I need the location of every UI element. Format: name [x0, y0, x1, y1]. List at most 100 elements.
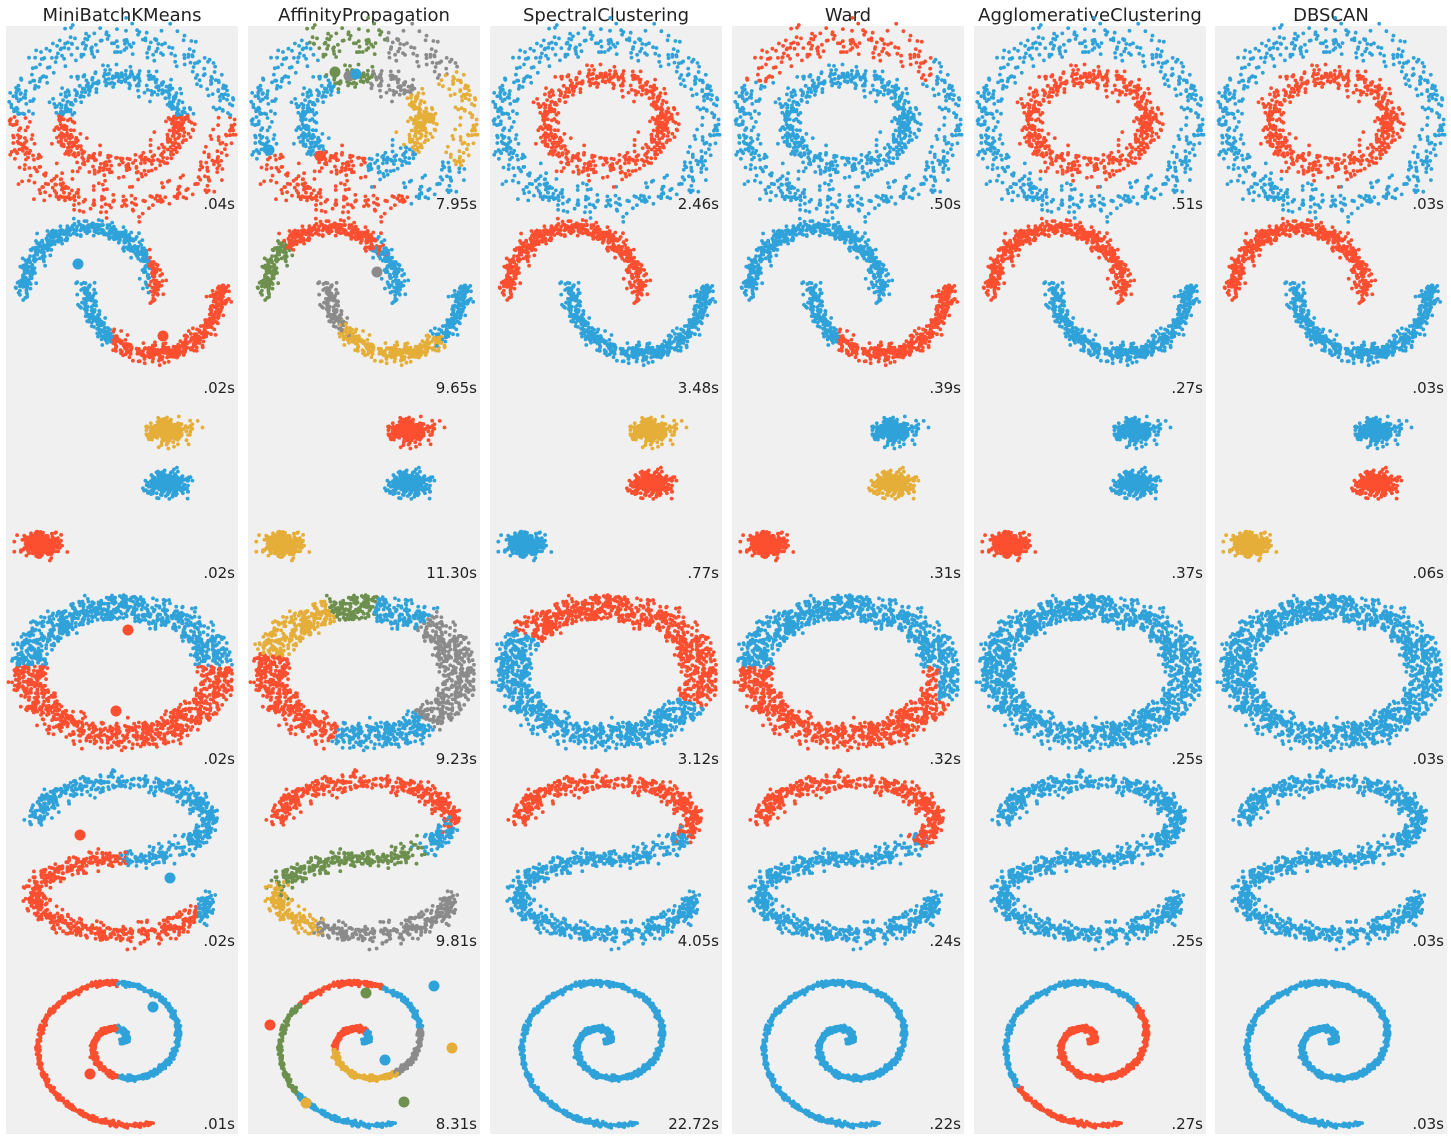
- point: [429, 106, 434, 110]
- point: [693, 78, 697, 83]
- point: [1049, 210, 1054, 214]
- point: [274, 180, 279, 185]
- point: [201, 73, 206, 78]
- point: [264, 167, 269, 172]
- point: [789, 41, 793, 46]
- point: [534, 56, 538, 60]
- point: [148, 143, 153, 148]
- point: [1007, 50, 1011, 54]
- point: [59, 92, 63, 97]
- point: [454, 159, 459, 164]
- point: [406, 89, 411, 94]
- point: [642, 197, 646, 202]
- point: [75, 46, 80, 50]
- point: [397, 46, 402, 51]
- point: [64, 127, 69, 132]
- point: [743, 147, 748, 152]
- point: [1044, 144, 1049, 149]
- point: [458, 123, 462, 127]
- point: [119, 80, 124, 85]
- point: [1042, 58, 1046, 63]
- point: [1145, 134, 1150, 139]
- point: [512, 120, 516, 124]
- point: [185, 187, 190, 191]
- point: [15, 119, 19, 124]
- point: [863, 215, 867, 219]
- point: [468, 111, 472, 115]
- point: [635, 52, 639, 57]
- point: [701, 94, 706, 99]
- point: [591, 159, 596, 164]
- point: [958, 117, 963, 122]
- point: [928, 150, 933, 155]
- point: [547, 64, 552, 69]
- point: [509, 150, 513, 155]
- point: [208, 134, 213, 138]
- point: [137, 94, 141, 99]
- panel-grid: [6, 26, 1447, 1134]
- point: [653, 77, 657, 82]
- point: [432, 54, 437, 59]
- point: [370, 64, 375, 69]
- point: [663, 127, 668, 132]
- point: [541, 114, 545, 119]
- point: [114, 62, 119, 67]
- point: [381, 171, 386, 176]
- point: [349, 159, 354, 164]
- point: [254, 109, 258, 114]
- point: [296, 55, 301, 60]
- point: [777, 41, 781, 46]
- point: [220, 108, 225, 112]
- point: [538, 125, 542, 130]
- point: [448, 177, 453, 182]
- point: [398, 146, 403, 151]
- point: [860, 170, 865, 175]
- point: [874, 40, 879, 45]
- point: [927, 73, 932, 78]
- point: [345, 202, 350, 207]
- point: [748, 112, 753, 116]
- point: [414, 114, 418, 119]
- point: [273, 97, 278, 101]
- point: [342, 182, 347, 187]
- point: [218, 141, 223, 146]
- point: [465, 147, 469, 152]
- point: [1015, 65, 1020, 70]
- point: [630, 73, 635, 78]
- point: [1082, 39, 1087, 43]
- point: [390, 143, 395, 148]
- point: [1061, 70, 1066, 75]
- point: [786, 86, 790, 90]
- point: [32, 157, 36, 162]
- point: [1077, 205, 1081, 210]
- point: [268, 155, 272, 160]
- point: [741, 107, 746, 111]
- point: [901, 150, 905, 155]
- point: [417, 29, 422, 34]
- point: [70, 119, 75, 124]
- point: [190, 69, 195, 74]
- point: [125, 76, 129, 81]
- point: [92, 31, 97, 36]
- point: [991, 163, 995, 167]
- point: [621, 220, 626, 224]
- point: [769, 190, 773, 195]
- point: [532, 48, 536, 53]
- point: [290, 193, 294, 198]
- point: [789, 64, 794, 69]
- point: [388, 169, 393, 174]
- point: [1144, 107, 1149, 112]
- point: [825, 197, 830, 202]
- point: [1019, 70, 1024, 75]
- point: [420, 115, 425, 120]
- point: [647, 41, 651, 46]
- point: [893, 93, 898, 97]
- point: [276, 48, 281, 53]
- point: [127, 185, 132, 189]
- point: [154, 37, 159, 42]
- point: [651, 45, 655, 50]
- point: [406, 84, 411, 89]
- point: [950, 132, 954, 137]
- point: [148, 159, 153, 163]
- point: [31, 78, 35, 83]
